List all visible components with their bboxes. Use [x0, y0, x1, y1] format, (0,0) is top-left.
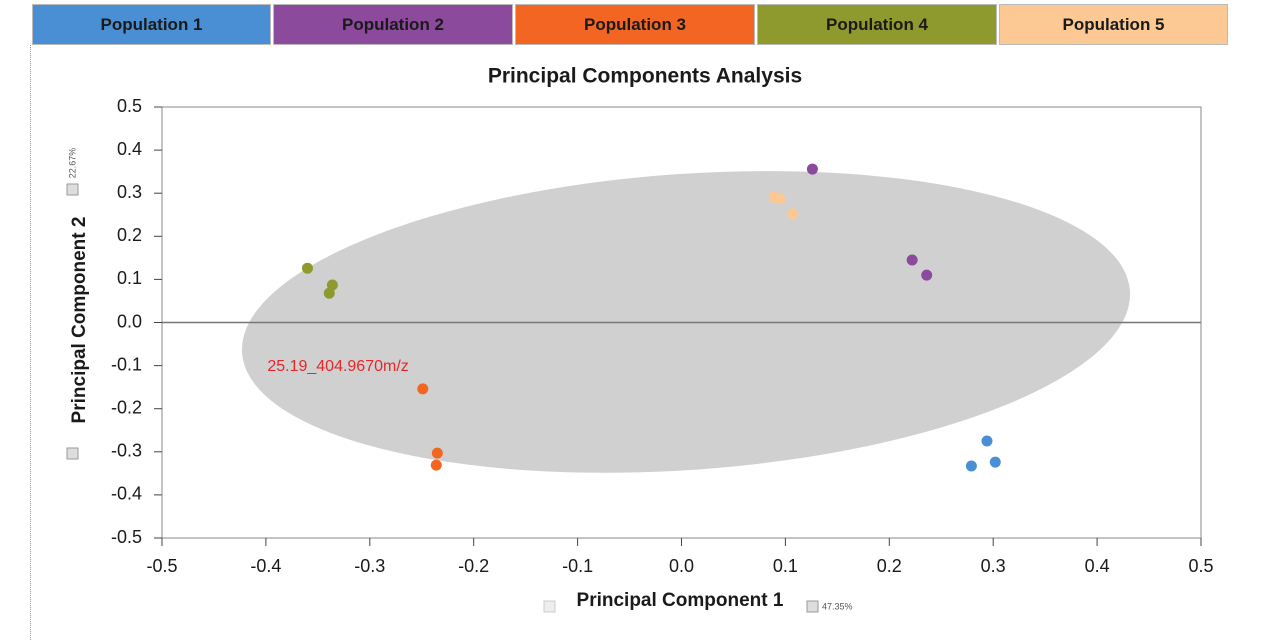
y-tick-label: 0.4	[117, 139, 142, 159]
data-point	[301, 262, 313, 274]
y-tick-label: -0.1	[111, 354, 142, 374]
y-arrow-button[interactable]	[66, 183, 79, 196]
x-tick-label: 0.2	[877, 556, 902, 576]
data-point	[431, 447, 443, 459]
population-tab[interactable]: Population 1	[32, 4, 271, 45]
data-point	[430, 459, 442, 471]
y-tick-label: -0.2	[111, 397, 142, 417]
data-point	[323, 287, 335, 299]
x-tick-label: -0.1	[562, 556, 593, 576]
y-tick-label: 0.2	[117, 225, 142, 245]
x-tick-label: -0.5	[146, 556, 177, 576]
population-tab[interactable]: Population 2	[273, 4, 513, 45]
data-point	[989, 456, 1001, 468]
data-point	[965, 460, 977, 472]
y-tick-label: 0.1	[117, 268, 142, 288]
y-tick-label: -0.5	[111, 527, 142, 547]
population-tab[interactable]: Population 5	[999, 4, 1228, 45]
x-tick-label: -0.2	[458, 556, 489, 576]
y-tick-label: -0.4	[111, 484, 142, 504]
chart-title: Principal Components Analysis	[488, 65, 802, 88]
panel-border	[30, 45, 31, 640]
x-tick-label: -0.3	[354, 556, 385, 576]
data-point	[906, 254, 918, 266]
data-point	[921, 269, 933, 281]
y-tick-label: 0.0	[117, 311, 142, 331]
y-variance-label: 22.67%	[67, 148, 77, 179]
x-tick-label: 0.1	[773, 556, 798, 576]
x-axis-label: Principal Component 1	[577, 590, 784, 611]
y-tick-label: -0.3	[111, 441, 142, 461]
x-variance-label: 47.35%	[822, 601, 853, 611]
annotation: 25.19_404.9670m/z	[267, 358, 408, 375]
data-point	[774, 193, 786, 205]
y-tick-label: 0.5	[117, 96, 142, 116]
data-point	[417, 383, 429, 395]
population-tab[interactable]: Population 4	[757, 4, 997, 45]
y-arrow-button-down[interactable]	[66, 447, 79, 460]
x-tick-label: 0.4	[1085, 556, 1110, 576]
x-arrow-button[interactable]	[806, 600, 819, 613]
x-tick-label: 0.3	[981, 556, 1006, 576]
x-tick-label: 0.0	[669, 556, 694, 576]
data-point	[981, 435, 993, 447]
data-point	[787, 208, 799, 220]
y-axis-label: Principal Component 2	[69, 217, 90, 424]
data-point	[806, 163, 818, 175]
population-tab[interactable]: Population 3	[515, 4, 755, 45]
x-tick-label: 0.5	[1188, 556, 1213, 576]
x-tick-label: -0.4	[250, 556, 281, 576]
x-arrow-button-left[interactable]	[543, 600, 556, 613]
y-tick-label: 0.3	[117, 182, 142, 202]
